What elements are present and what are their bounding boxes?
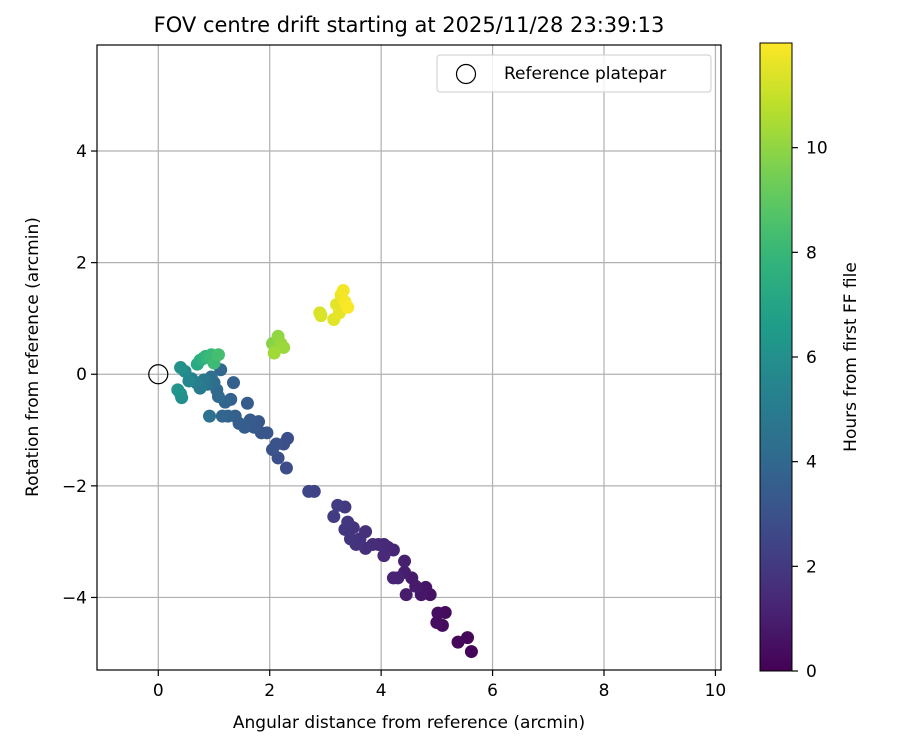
data-point (451, 635, 465, 649)
x-tick-label: 2 (264, 681, 275, 701)
reference-marker-layer (148, 364, 169, 385)
data-point (240, 396, 254, 410)
data-point (344, 532, 357, 546)
x-tick-label: 0 (153, 681, 164, 701)
chart-title: FOV centre drift starting at 2025/11/28 … (154, 13, 665, 37)
data-point (267, 346, 281, 360)
data-point (398, 554, 412, 568)
legend-box (436, 54, 712, 93)
data-point (266, 443, 279, 457)
data-point (430, 616, 444, 630)
data-point (336, 284, 350, 298)
colorbar (759, 42, 793, 672)
data-point (171, 383, 185, 397)
data-point (341, 300, 355, 314)
legend: Reference platepar (436, 54, 712, 93)
data-points (171, 284, 478, 659)
y-tick-label: −4 (62, 588, 87, 608)
colorbar-tick-label: 4 (806, 453, 817, 473)
x-axis-ticks: 0 2 4 6 8 10 (153, 670, 726, 701)
colorbar-label: Hours from first FF file (841, 262, 861, 452)
x-tick-label: 10 (705, 681, 727, 701)
x-tick-label: 6 (487, 681, 498, 701)
data-point (174, 361, 188, 375)
data-point (302, 484, 316, 498)
y-axis-label: Rotation from reference (arcmin) (23, 217, 43, 497)
plot-frame (96, 44, 722, 671)
colorbar-tick-label: 8 (806, 243, 817, 263)
y-tick-label: −2 (62, 477, 87, 497)
data-point (338, 522, 352, 536)
data-point (431, 606, 445, 620)
legend-marker-reference (455, 63, 477, 85)
data-point (314, 309, 328, 323)
colorbar-tick-label: 10 (806, 139, 828, 159)
x-tick-label: 8 (599, 681, 610, 701)
y-axis-ticks: −4 −2 0 2 4 (62, 142, 97, 608)
data-point (203, 409, 217, 423)
data-point (227, 376, 240, 390)
x-tick-label: 4 (376, 681, 387, 701)
y-tick-label: 4 (76, 142, 87, 162)
data-point (331, 498, 345, 512)
data-point (399, 588, 413, 602)
data-point (377, 549, 391, 563)
colorbar-ticks: 0 2 4 6 8 10 (792, 139, 828, 682)
colorbar-tick-label: 0 (806, 662, 817, 682)
reference-platepar-marker (148, 364, 169, 385)
y-tick-label: 0 (76, 365, 87, 385)
y-tick-label: 2 (76, 254, 87, 274)
data-point (386, 571, 400, 585)
data-point (327, 510, 341, 524)
data-point (279, 461, 293, 475)
colorbar-tick-label: 2 (806, 557, 817, 577)
data-point (277, 340, 291, 354)
data-point (215, 409, 229, 423)
legend-label-reference: Reference platepar (504, 64, 666, 84)
data-point (464, 645, 478, 659)
colorbar-tick-label: 6 (806, 348, 817, 368)
data-point (211, 348, 225, 362)
x-axis-label: Angular distance from reference (arcmin) (233, 713, 585, 733)
